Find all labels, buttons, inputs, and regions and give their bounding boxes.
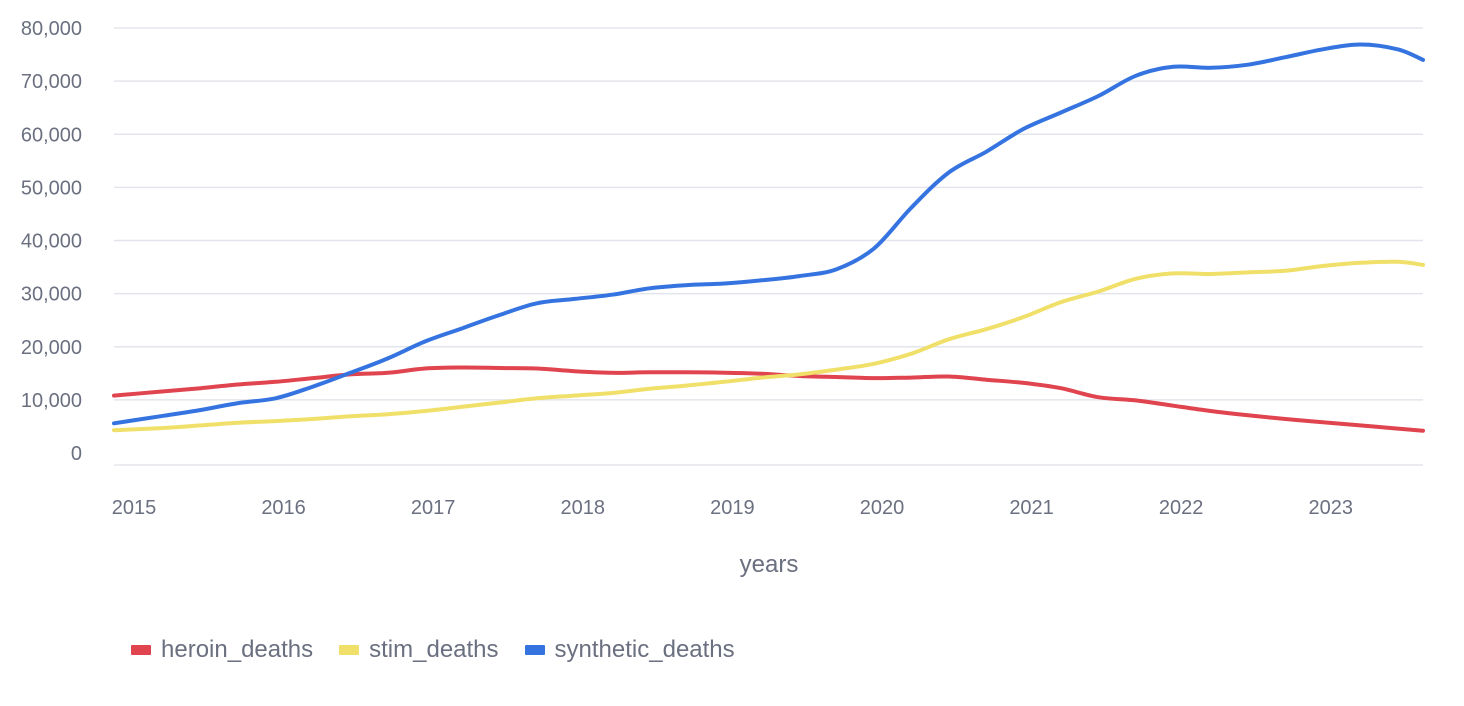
y-tick-label: 50,000: [21, 177, 82, 199]
series-line-synthetic-deaths: [112, 42, 1425, 426]
y-tick-label: 20,000: [21, 337, 82, 359]
x-tick-label: 2020: [860, 497, 905, 519]
x-tick-label: 2016: [261, 497, 306, 519]
y-tick-label: 70,000: [21, 71, 82, 93]
series-lines: [112, 42, 1425, 433]
legend-label: heroin_deaths: [161, 636, 314, 663]
y-tick-label: 10,000: [21, 390, 82, 412]
legend-item-synthetic-deaths[interactable]: synthetic_deaths: [524, 636, 735, 664]
chart-legend: heroin_deaths stim_deaths synthetic_deaths: [131, 636, 735, 664]
legend-swatch: [524, 645, 545, 655]
y-tick-label: 60,000: [21, 124, 82, 146]
legend-swatch: [339, 645, 360, 655]
x-tick-label: 2017: [411, 497, 456, 519]
y-tick-label: 30,000: [21, 284, 82, 306]
x-tick-label: 2021: [1009, 497, 1054, 519]
series-line-stim-deaths: [112, 259, 1425, 433]
x-tick-label: 2015: [112, 497, 157, 519]
x-axis-ticks: 2015 2016 2017 2018 2019 2020 2021 2022 2023: [112, 497, 1353, 519]
y-tick-label: 0: [71, 443, 82, 465]
legend-item-stim-deaths[interactable]: stim_deaths: [339, 636, 499, 664]
y-tick-label: 80,000: [21, 18, 82, 40]
legend-label: stim_deaths: [369, 636, 499, 663]
x-tick-label: 2023: [1309, 497, 1354, 519]
line-chart: 0 10,000 20,000 30,000 40,000 50,000 60,000 70,…: [21, 18, 1425, 578]
x-tick-label: 2019: [710, 497, 755, 519]
legend-label: synthetic_deaths: [554, 636, 735, 663]
y-tick-label: 40,000: [21, 231, 82, 253]
gridlines: [114, 27, 1423, 466]
x-axis-label: years: [740, 551, 799, 578]
legend-swatch: [131, 645, 151, 655]
y-axis-ticks: 0 10,000 20,000 30,000 40,000 50,000 60,000 70,…: [21, 18, 82, 465]
x-tick-label: 2022: [1159, 497, 1204, 519]
legend-item-heroin-deaths[interactable]: heroin_deaths: [131, 636, 313, 664]
x-tick-label: 2018: [561, 497, 606, 519]
